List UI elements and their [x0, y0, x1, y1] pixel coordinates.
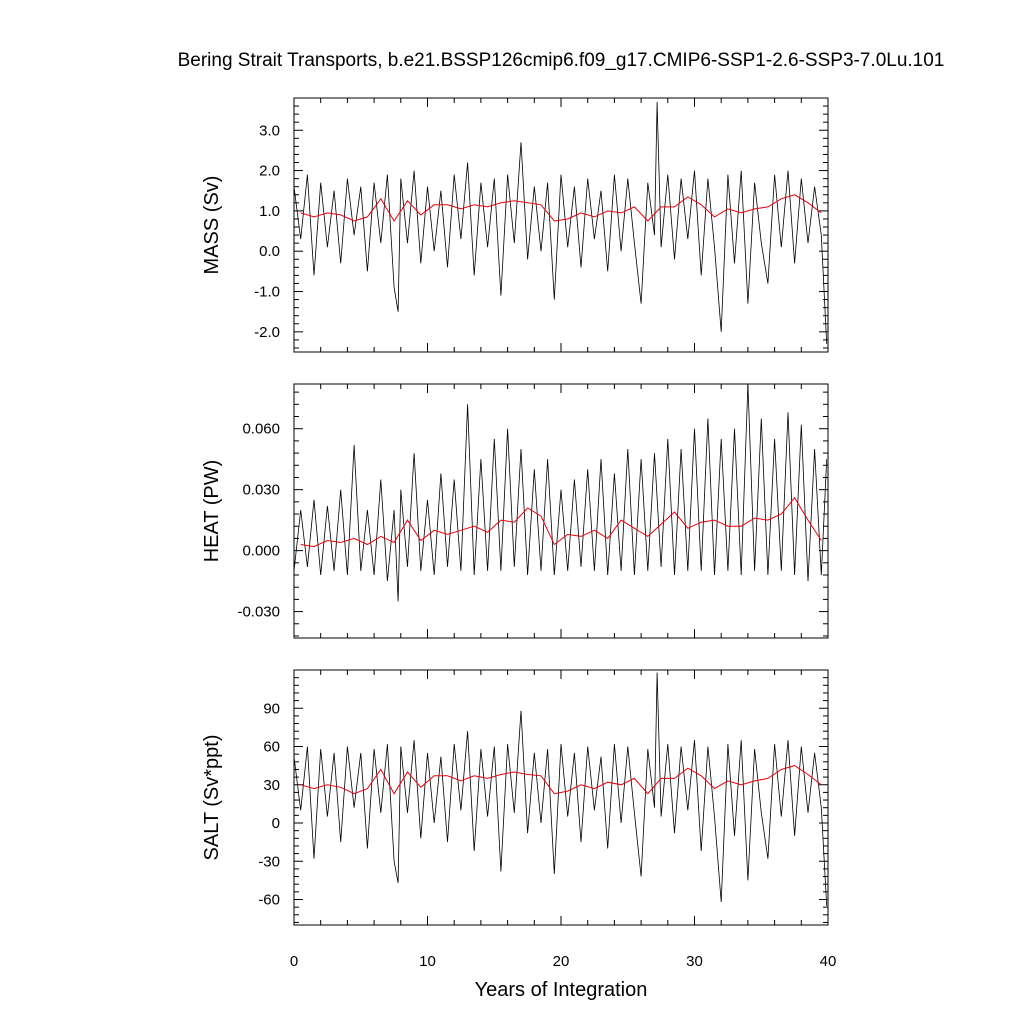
panel-salt: -60 -30 0 30 60 90 SALT (Sv*ppt)	[201, 669, 829, 926]
annual-mean-line	[300, 496, 822, 548]
y-tick-label: -30	[258, 853, 280, 870]
y-tick-label: 30	[263, 777, 280, 794]
y-tick-label: 90	[263, 700, 280, 717]
y-tick-label: 0.030	[242, 482, 280, 499]
y-tick-label: -2.0	[254, 324, 280, 341]
y-tick-label: 0	[272, 815, 280, 832]
x-axis-label: Years of Integration	[475, 979, 648, 1001]
monthly-series-line	[294, 101, 828, 344]
plot-frame	[293, 669, 829, 926]
y-tick-label: 0.000	[242, 543, 280, 560]
x-axis: 0 10 20 30 40	[290, 953, 837, 970]
y-tick-label: -60	[258, 892, 280, 909]
chart-title: Bering Strait Transports, b.e21.BSSP126c…	[178, 50, 945, 71]
y-tick-label: 0.0	[259, 243, 280, 260]
y-tick-label: -1.0	[254, 284, 280, 301]
y-tick-label: 2.0	[259, 163, 280, 180]
panel-mass: -2.0 -1.0 0.0 1.0 2.0 3.0 MASS (Sv)	[201, 97, 829, 353]
y-axis-label: HEAT (PW)	[201, 460, 223, 563]
y-tick-label: 60	[263, 739, 280, 756]
x-tick-label: 20	[553, 953, 570, 970]
monthly-series-line	[294, 384, 828, 602]
y-tick-label: 1.0	[259, 203, 280, 220]
panel-heat: -0.030 0.000 0.030 0.060 HEAT (PW)	[201, 383, 829, 639]
plot-frame	[293, 383, 829, 639]
x-tick-label: 30	[686, 953, 703, 970]
monthly-series-line	[294, 672, 828, 906]
annual-mean-line	[300, 194, 822, 222]
y-tick-label: 0.060	[242, 421, 280, 438]
y-axis-label: SALT (Sv*ppt)	[201, 735, 223, 861]
annual-mean-line	[300, 765, 822, 795]
x-tick-label: 40	[820, 953, 837, 970]
y-tick-label: 3.0	[259, 122, 280, 139]
y-tick-label: -0.030	[237, 604, 280, 621]
x-tick-label: 10	[419, 953, 436, 970]
y-axis-label: MASS (Sv)	[201, 176, 223, 275]
x-tick-label: 0	[290, 953, 298, 970]
plot-frame	[293, 97, 829, 353]
